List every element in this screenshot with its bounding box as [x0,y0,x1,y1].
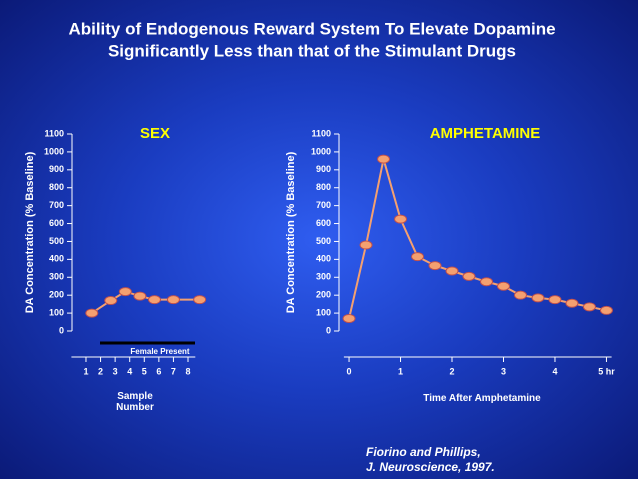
x-tick-label: 0 [347,366,352,376]
citation: J. Neuroscience, 1997. [366,460,495,474]
x-tick-label: 3 [113,366,118,376]
y-tick-label: 500 [49,236,64,246]
y-tick-label: 100 [316,307,331,317]
y-axis-label: DA Concentration (% Baseline) [24,151,36,313]
y-tick-label: 600 [49,218,64,228]
y-tick-label: 900 [49,164,64,174]
chart-title: AMPHETAMINE [430,125,541,142]
y-tick-label: 1100 [44,128,64,138]
y-tick-label: 200 [49,290,64,300]
y-tick-label: 0 [59,325,64,335]
data-point [118,287,132,297]
x-tick-label: 2 [450,366,455,376]
title-line: Significantly Less than that of the Stim… [108,41,516,60]
data-point [166,295,180,305]
data-point [342,313,356,323]
data-point [428,261,442,271]
annotation: Female Present [130,347,189,356]
x-tick-label: 1 [83,366,88,376]
data-point [599,305,613,315]
data-point [411,252,425,262]
y-tick-label: 900 [316,164,331,174]
y-tick-label: 800 [316,182,331,192]
y-tick-label: 1100 [311,128,331,138]
x-tick-label: 2 [98,366,103,376]
chart-title: SEX [140,125,170,142]
y-tick-label: 300 [49,272,64,282]
x-tick-label: 4 [552,366,557,376]
x-tick-label: 3 [501,366,506,376]
data-point [582,302,596,312]
data-point [513,290,527,300]
y-tick-label: 500 [316,236,331,246]
data-point [359,240,373,250]
y-tick-label: 200 [316,290,331,300]
data-point [133,291,147,301]
y-tick-label: 1000 [44,146,64,156]
y-tick-label: 300 [316,272,331,282]
x-tick-label: 7 [171,366,176,376]
data-point [480,277,494,287]
y-tick-label: 600 [316,218,331,228]
x-tick-label: 4 [127,366,132,376]
x-tick-label: 8 [186,366,191,376]
y-tick-label: 1000 [311,146,331,156]
y-tick-label: 800 [49,182,64,192]
x-tick-label: 6 [156,366,161,376]
data-point [462,271,476,281]
y-tick-label: 700 [49,200,64,210]
x-axis-label: Time After Amphetamine [423,393,541,404]
title-line: Ability of Endogenous Reward System To E… [68,19,555,38]
y-axis-label: DA Concentration (% Baseline) [285,151,297,313]
y-tick-label: 100 [49,307,64,317]
data-point [531,293,545,303]
y-tick-label: 400 [49,254,64,264]
x-tick-label: 1 [398,366,403,376]
data-point [104,296,118,306]
y-tick-label: 400 [316,254,331,264]
data-point [565,298,579,308]
x-axis-label: Sample Number [116,391,154,413]
data-point [496,281,510,291]
data-point [147,295,161,305]
y-tick-label: 700 [316,200,331,210]
x-tick-label: 5 [142,366,147,376]
data-line [348,158,607,319]
data-point [394,214,408,224]
citation: Fiorino and Phillips, [366,445,481,459]
data-point [548,295,562,305]
data-point [377,154,391,164]
data-point [85,308,99,318]
data-point [445,266,459,276]
data-point [193,295,207,305]
x-tick-label: 5 hr [598,366,615,376]
y-tick-label: 0 [326,325,331,335]
